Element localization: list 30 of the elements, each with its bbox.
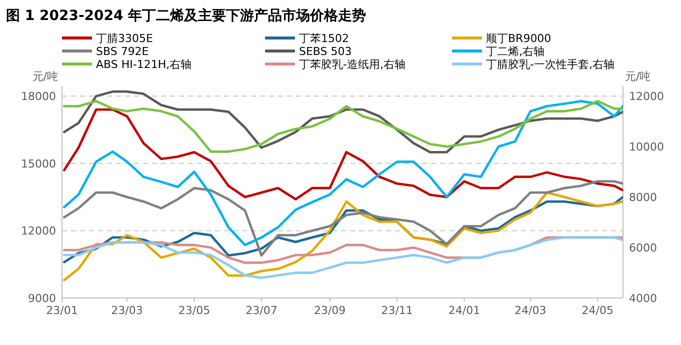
x-tick-label: 23/05: [178, 304, 210, 317]
y-tick-label: 12000: [21, 224, 56, 238]
x-tick-label: 24/05: [582, 304, 614, 317]
y2-tick-label: 4000: [629, 292, 657, 305]
x-tick-label: 23/09: [314, 304, 346, 317]
x-tick-label: 23/11: [381, 304, 413, 317]
y2-tick-label: 8000: [629, 191, 657, 204]
y2-axis-title: 元/吨: [625, 70, 651, 83]
y-axis-title: 元/吨: [32, 70, 58, 83]
legend-label: 丁二烯,右轴: [486, 45, 544, 58]
legend-label: 丁苯1502: [299, 32, 349, 45]
legend-label: 顺丁BR9000: [486, 32, 552, 45]
y-tick-label: 9000: [28, 292, 56, 305]
x-tick-label: 24/03: [514, 304, 546, 317]
y-tick-label: 18000: [21, 90, 56, 104]
x-tick-label: 24/01: [448, 304, 480, 317]
x-tick-label: 23/03: [111, 304, 143, 317]
y2-tick-label: 12000: [629, 90, 664, 104]
legend-label: 丁腈胶乳-一次性手套,右轴: [486, 58, 614, 71]
y2-tick-label: 10000: [629, 140, 664, 154]
legend-label: SBS 792E: [96, 45, 149, 58]
legend-label: ABS HI-121H,右轴: [96, 58, 192, 71]
legend-label: SEBS 503: [299, 45, 352, 58]
y-tick-label: 15000: [21, 157, 56, 170]
y2-tick-label: 6000: [629, 242, 657, 255]
legend-label: 丁苯胶乳-造纸用,右轴: [299, 58, 406, 71]
x-tick-label: 23/07: [246, 304, 278, 317]
legend-label: 丁腈3305E: [96, 32, 153, 45]
chart-title: 图 1 2023-2024 年丁二烯及主要下游产品市场价格走势: [6, 7, 366, 24]
x-tick-label: 23/01: [46, 304, 78, 317]
